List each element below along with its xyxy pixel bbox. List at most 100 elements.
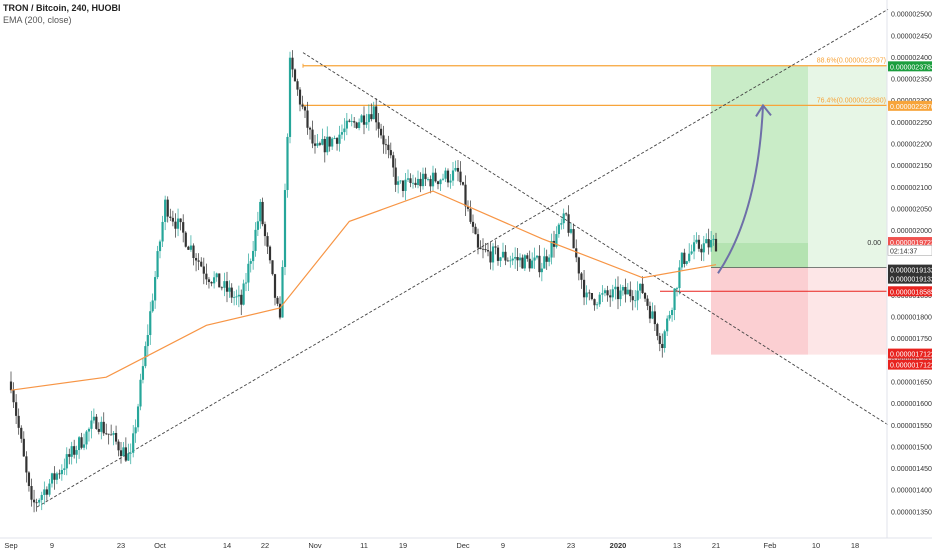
price-tick-label: 0.0000020000 [891,228,932,235]
candle-body [626,289,629,295]
candle-body [112,433,115,435]
candle-body [358,122,361,129]
candle-body [215,273,218,278]
candle-body [252,250,255,262]
badge-stop-bottom-text: 0.0000017122 [890,363,932,370]
time-tick-label: 13 [673,541,681,550]
candle-body [40,494,43,500]
candle-body [651,311,654,319]
candle-body [414,182,417,185]
time-tick-label: Dec [456,541,470,550]
candle-body [700,248,703,253]
candle-body [394,167,397,185]
candle-body [298,89,302,105]
candle-body [331,138,334,147]
badge-stop-top-text: 0.0000017122 [890,352,932,359]
badge-current [888,237,932,248]
candle-body [156,251,159,278]
candle-body [372,106,375,120]
trendlines [36,8,889,508]
candle-body [474,226,477,235]
candle-body [639,283,642,291]
price-tick-label: 0.0000024500 [891,33,932,40]
candle-body [454,167,457,171]
price-tick-label: 0.0000016500 [891,380,932,387]
candle-body [202,266,205,274]
candle-body [609,295,612,298]
candle-body [237,294,240,297]
candle-body [308,127,312,130]
badge-entry-top-text: 0.0000019132 [890,268,932,275]
candle-body [538,255,541,273]
candle-body [504,251,507,261]
candle-body [535,255,539,258]
candle-body [528,258,531,269]
price-tick-label: 0.0000025000 [891,12,932,19]
candle-body [461,182,465,185]
candle-body [614,286,617,290]
candle-body [469,208,472,222]
candle-body [590,292,593,300]
candle-body [471,221,475,227]
current-price-small-label: 0.00 [867,240,881,247]
candle-body [585,292,588,298]
candle-body [20,427,23,439]
candle-body [343,128,346,133]
candle-body [661,343,664,349]
candle-body [22,438,25,457]
candle-body [75,450,78,455]
candle-body [449,180,452,183]
candle-body [230,287,233,298]
candle-body [53,473,56,480]
candle-body [429,179,432,187]
candle-body [184,232,187,247]
candle-body [710,240,713,248]
candle-body [526,255,529,259]
candle-body [63,468,66,470]
candle-body [151,300,154,312]
candle-body [634,300,637,302]
candle-body [60,469,63,475]
candle-body [582,279,586,298]
candle-body [218,273,221,288]
candle-body [641,283,644,294]
candle-body [179,218,182,223]
candle-body [35,502,38,504]
candle-body [286,136,289,191]
price-tick-label: 0.0000013500 [891,509,932,516]
candle-body [187,246,190,250]
candle-body [95,416,98,429]
candle-body [100,421,103,432]
candle-body [663,331,666,349]
candle-body [136,406,140,428]
candle-body [656,324,659,336]
price-axis[interactable]: 0.0000025000 0.0000024500 0.0000024000 0.00… [886,0,932,538]
candle-body [321,138,324,145]
candle-body [323,138,326,153]
candle-body [303,106,307,111]
candle-body [643,293,647,299]
candle-body [132,433,135,453]
candle-body [174,221,177,229]
candle-body [616,286,620,300]
candle-body [197,260,200,262]
price-tick-label: 0.0000015500 [891,423,932,430]
badge-stop-line-text: 0.0000018585 [890,289,932,296]
candle-body [377,122,380,129]
candle-body [144,346,147,367]
candle-body [370,114,373,120]
candle-body [658,335,661,344]
candle-body [678,267,681,289]
time-tick-label: 23 [117,541,125,550]
badge-entry-bottom [888,273,932,284]
time-tick-label: 9 [501,541,505,550]
candle-body [476,234,480,248]
time-axis[interactable]: Sep 9 23 Oct 14 22 Nov 11 19 Dec 9 23 2020 13 21 Feb 10 1… [0,537,932,550]
badge-target-text: 0.0000023783 [890,64,932,71]
candle-body [629,289,632,297]
badge-stop-line [888,286,932,297]
candle-body [569,229,573,233]
price-tick-label: 0.0000015000 [891,444,932,451]
